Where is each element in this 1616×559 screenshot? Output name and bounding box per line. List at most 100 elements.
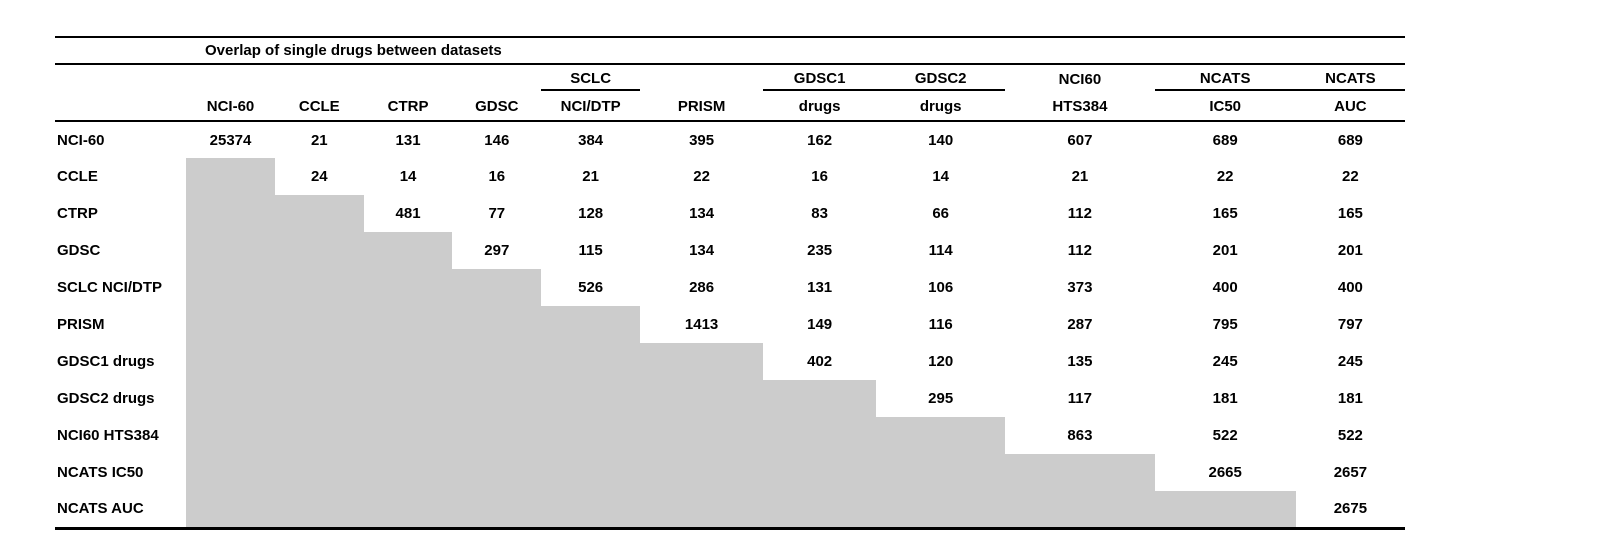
table-row: NCI-60 25374 21 131 146 384 395 162 140 607 689 689 (55, 121, 1405, 158)
overlap-table-container: Overlap of single drugs between datasets… (55, 36, 1405, 530)
masked-cell (363, 306, 453, 343)
overlap-value-cell: 22 (693, 168, 710, 185)
overlap-value-cell: 165 (1212, 205, 1238, 222)
overlap-value-cell: 235 (807, 242, 833, 259)
masked-cell (541, 417, 641, 454)
overlap-value-cell: 25374 (209, 131, 252, 149)
masked-cell (274, 232, 364, 269)
overlap-value-cell: 245 (1337, 353, 1363, 370)
masked-cell (274, 454, 364, 491)
masked-cell (274, 269, 364, 306)
column-group-gdsc2: GDSC2 (876, 64, 1006, 91)
overlap-value-cell: 402 (807, 353, 833, 370)
masked-cell (763, 380, 877, 417)
overlap-value-cell: 146 (484, 131, 510, 149)
overlap-value-cell: 140 (928, 131, 954, 149)
column-header-ccle: CCLE (274, 90, 364, 122)
row-label-gdsc1-drugs: GDSC1 drugs (57, 353, 155, 370)
overlap-value-cell: 116 (928, 316, 953, 333)
masked-cell (763, 417, 877, 454)
masked-cell (186, 232, 275, 269)
overlap-value-cell: 117 (1067, 390, 1092, 407)
overlap-value-cell: 21 (310, 131, 328, 149)
title-row: Overlap of single drugs between datasets (55, 36, 1405, 65)
overlap-value-cell: 1413 (684, 316, 719, 333)
column-header-drugs: drugs (763, 90, 877, 122)
column-header-nci-dtp: NCI/DTP (541, 90, 641, 122)
masked-cell (763, 454, 877, 491)
overlap-value-cell: 395 (689, 131, 715, 149)
header-label-spacer (55, 90, 187, 122)
masked-cell (452, 454, 542, 491)
overlap-value-cell: 2665 (1208, 464, 1242, 481)
masked-cell (363, 454, 453, 491)
overlap-value-cell: 21 (582, 168, 599, 185)
overlap-value-cell: 181 (1337, 390, 1363, 407)
overlap-value-cell: 134 (689, 205, 715, 222)
masked-cell (541, 380, 641, 417)
overlap-table: Overlap of single drugs between datasets… (55, 36, 1405, 530)
masked-cell (640, 343, 764, 380)
masked-cell (876, 491, 1006, 528)
masked-cell (640, 380, 764, 417)
overlap-value-cell: 400 (1337, 279, 1363, 296)
header-group-row: SCLC GDSC1 GDSC2 NCI60 NCATS NCATS (55, 64, 1405, 91)
row-label-ncats-ic50: NCATS IC50 (57, 464, 144, 481)
overlap-value-cell: 522 (1337, 427, 1363, 444)
overlap-value-cell: 2657 (1333, 464, 1368, 481)
column-header-drugs: drugs (876, 90, 1006, 122)
overlap-value-cell: 128 (578, 205, 604, 222)
column-group-none-5 (640, 64, 763, 90)
overlap-value-cell: 106 (928, 279, 954, 296)
masked-cell (274, 491, 364, 528)
overlap-value-cell: 134 (689, 242, 715, 259)
overlap-value-cell: 373 (1067, 279, 1093, 296)
row-label-nci-60: NCI-60 (57, 131, 105, 149)
overlap-value-cell: 201 (1337, 242, 1363, 259)
overlap-value-cell: 481 (395, 205, 421, 222)
masked-cell (1005, 491, 1155, 528)
overlap-value-cell: 83 (811, 205, 828, 222)
column-header-prism: PRISM (640, 90, 764, 122)
column-header-gdsc: GDSC (452, 90, 542, 122)
overlap-value-cell: 77 (488, 205, 506, 222)
overlap-value-cell: 181 (1212, 390, 1238, 407)
overlap-value-cell: 21 (1071, 168, 1089, 185)
masked-cell (452, 417, 542, 454)
overlap-value-cell: 863 (1067, 427, 1093, 444)
overlap-value-cell: 24 (310, 168, 328, 185)
masked-cell (541, 306, 641, 343)
overlap-value-cell: 22 (1216, 168, 1234, 185)
column-group-ncats: NCATS (1295, 64, 1405, 91)
masked-cell (640, 454, 764, 491)
overlap-value-cell: 14 (399, 168, 417, 185)
overlap-value-cell: 14 (932, 168, 950, 185)
masked-cell (363, 343, 453, 380)
masked-cell (274, 306, 364, 343)
masked-cell (452, 343, 542, 380)
column-header-ic50: IC50 (1154, 90, 1296, 122)
row-label-ncats-auc: NCATS AUC (57, 500, 144, 518)
overlap-value-cell: 114 (928, 242, 953, 259)
masked-cell (1005, 454, 1155, 491)
masked-cell (452, 269, 542, 306)
masked-cell (876, 454, 1006, 491)
masked-cell (363, 269, 453, 306)
column-group-nci60: NCI60 (1058, 71, 1102, 88)
column-group-none-2 (364, 64, 453, 90)
table-row: GDSC1 drugs 402 120 135 245 245 (55, 343, 1405, 380)
table-header: Overlap of single drugs between datasets… (55, 36, 1405, 122)
overlap-value-cell: 16 (811, 168, 828, 185)
overlap-value-cell: 295 (928, 390, 954, 407)
header-name-row: NCI-60 CCLE CTRP GDSC NCI/DTP PRISM drugs drugs… (55, 90, 1405, 122)
masked-cell (186, 343, 275, 380)
masked-cell (363, 491, 453, 528)
overlap-value-cell: 795 (1212, 316, 1238, 333)
masked-cell (186, 158, 275, 195)
row-label-ctrp: CTRP (57, 205, 98, 222)
table-row: NCI60 HTS384 863 522 522 (55, 417, 1405, 454)
row-label-gdsc2-drugs: GDSC2 drugs (57, 390, 155, 407)
table-row: GDSC2 drugs 295 117 181 181 (55, 380, 1405, 417)
masked-cell (363, 417, 453, 454)
